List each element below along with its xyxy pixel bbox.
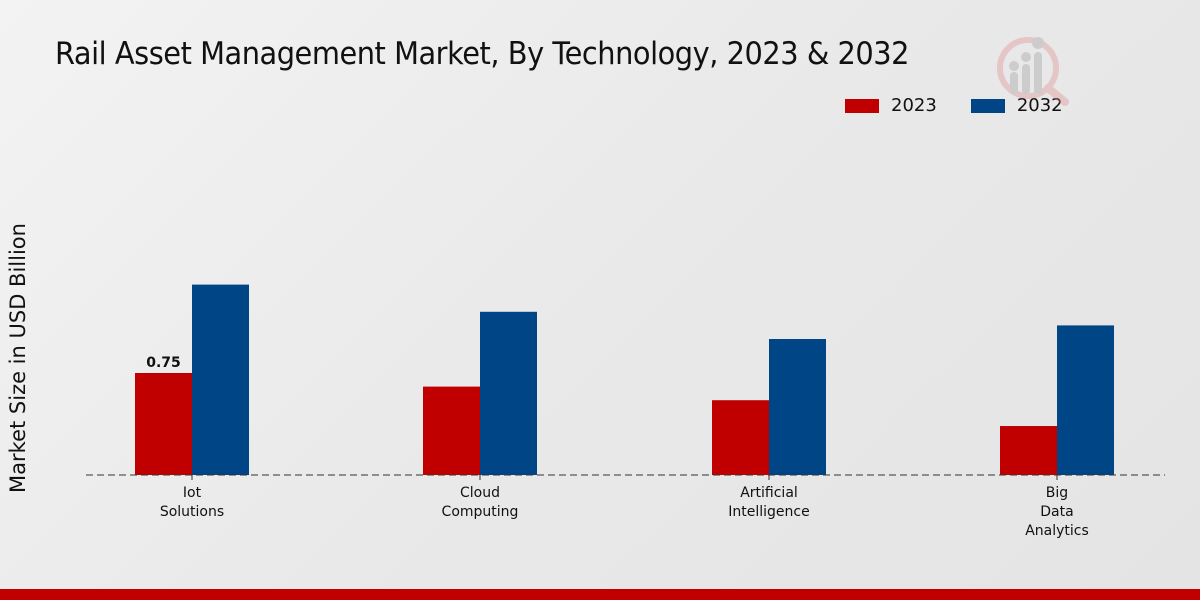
- x-tick-label-big-data-analytics: Big: [1046, 485, 1068, 501]
- footer-band: [0, 589, 1200, 600]
- data-label: 0.75: [146, 355, 181, 371]
- legend-item-2023: 2023: [845, 95, 937, 116]
- x-tick-label-cloud-computing: Computing: [442, 504, 519, 520]
- chart-title: Rail Asset Management Market, By Technol…: [55, 36, 910, 72]
- legend-label-2023: 2023: [891, 95, 937, 116]
- bar-cloud-computing-2023: [423, 386, 480, 475]
- bar-cloud-computing-2032: [480, 311, 537, 475]
- legend-item-2032: 2032: [970, 95, 1063, 116]
- x-tick-label-cloud-computing: Cloud: [460, 485, 500, 501]
- x-tick-label-artificial-intelligence: Artificial: [740, 485, 798, 501]
- watermark-logo-icon: [997, 37, 1069, 106]
- bar-iot-solutions-2023: [135, 373, 192, 475]
- legend-swatch-2032: [970, 98, 1005, 113]
- x-tick-label-big-data-analytics: Data: [1040, 504, 1073, 520]
- x-tick-label-iot-solutions: Iot: [183, 485, 202, 501]
- x-tick-label-big-data-analytics: Analytics: [1025, 523, 1089, 539]
- bar-big-data-analytics-2032: [1057, 325, 1114, 475]
- legend: 2023 2032: [845, 95, 1097, 116]
- bar-big-data-analytics-2023: [1000, 426, 1057, 475]
- x-tick-label-artificial-intelligence: Intelligence: [728, 504, 809, 520]
- bar-iot-solutions-2032: [192, 284, 249, 475]
- bar-artificial-intelligence-2023: [712, 400, 769, 475]
- legend-label-2032: 2032: [1016, 95, 1063, 116]
- bar-artificial-intelligence-2032: [769, 339, 826, 475]
- x-tick-label-iot-solutions: Solutions: [160, 504, 224, 520]
- legend-swatch-2023: [845, 98, 879, 113]
